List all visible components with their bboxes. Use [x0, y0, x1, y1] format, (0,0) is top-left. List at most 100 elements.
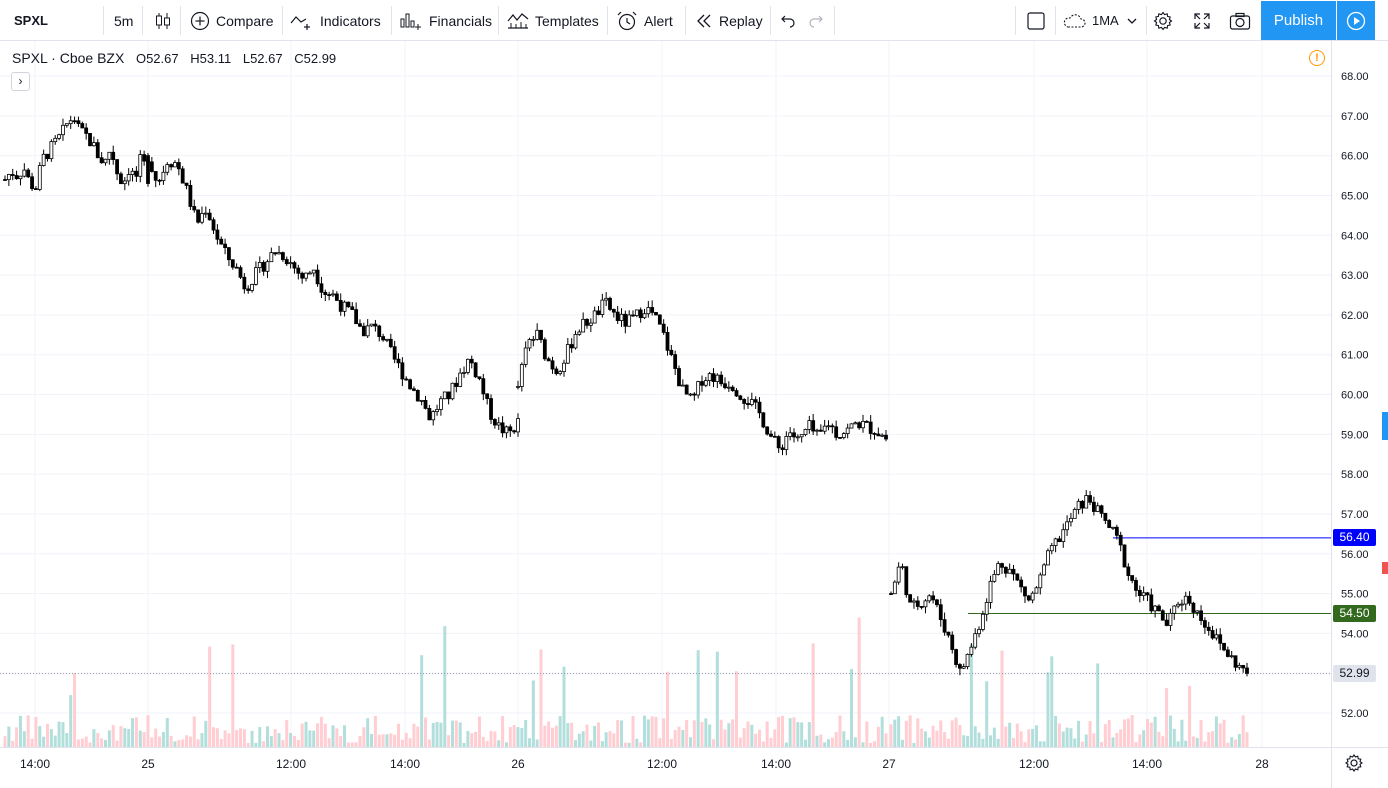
candle-body	[734, 390, 739, 397]
candle-body	[1080, 500, 1085, 509]
volume-bar	[458, 722, 462, 747]
volume-bar	[727, 723, 731, 747]
compare-button[interactable]: Compare	[190, 0, 274, 41]
interval-button[interactable]: 5m	[114, 0, 133, 41]
publish-label: Publish	[1273, 12, 1324, 29]
volume-bar	[1134, 742, 1138, 747]
candle-body	[280, 252, 285, 260]
candle-body	[516, 386, 520, 388]
play-button[interactable]	[1337, 1, 1375, 40]
volume-bar	[420, 655, 424, 747]
layout-save-button[interactable]: 1MA	[1062, 0, 1137, 41]
snapshot-button[interactable]	[1229, 0, 1251, 41]
candle-body	[1122, 544, 1127, 568]
axis-settings-gear-icon[interactable]	[1344, 753, 1364, 773]
legend-high-label: H	[190, 51, 200, 66]
undo-button[interactable]	[780, 0, 796, 41]
candle-body	[1130, 575, 1135, 581]
replay-button[interactable]: Replay	[695, 0, 763, 41]
candle-body	[254, 267, 258, 285]
candle-body	[1069, 517, 1073, 523]
volume-bar	[219, 739, 223, 747]
redo-button[interactable]	[808, 0, 824, 41]
candle-body	[818, 429, 823, 432]
candle-body	[684, 384, 689, 395]
volume-bar	[643, 715, 646, 747]
candle-body	[91, 142, 96, 147]
warning-icon[interactable]: !	[1309, 50, 1325, 66]
volume-bar	[1138, 734, 1142, 747]
alert-button[interactable]: Alert	[616, 0, 673, 41]
price-chart[interactable]: 68.00 67.00 66.00 65.00 64.00 63.00 62.00 61.00…	[0, 41, 1388, 788]
volume-bar	[212, 727, 216, 747]
candle-body	[458, 372, 463, 387]
volume-bar	[1180, 719, 1184, 747]
candle-body	[803, 428, 808, 436]
volume-bar	[1157, 731, 1161, 747]
candle-body	[57, 134, 62, 139]
volume-bar	[677, 726, 681, 747]
x-tick-label: 12:00	[647, 757, 677, 771]
templates-button[interactable]: Templates	[507, 0, 599, 41]
expand-icon	[1194, 12, 1210, 29]
candle-body	[22, 169, 27, 177]
volume-bar	[508, 727, 512, 747]
candle-body	[161, 171, 166, 181]
candle-body	[319, 283, 324, 293]
candle-body	[742, 399, 747, 404]
volume-bar	[1073, 738, 1077, 747]
candle-body	[1118, 534, 1123, 546]
volume-bar	[593, 725, 597, 747]
volume-bar	[788, 718, 792, 747]
candle-body	[373, 323, 378, 327]
volume-bar	[1130, 715, 1134, 747]
candle-body	[142, 154, 147, 162]
volume-bar	[115, 740, 119, 747]
volume-bar	[1019, 731, 1023, 747]
volume-bar	[92, 729, 96, 747]
fullscreen-layout-button[interactable]	[1026, 0, 1046, 41]
volume-bar	[300, 723, 304, 747]
volume-bar	[784, 742, 788, 747]
candle-body	[554, 368, 559, 375]
volume-bar	[323, 723, 327, 747]
candle-body	[977, 629, 981, 635]
candle-body	[980, 613, 985, 630]
fullscreen-button[interactable]	[1192, 0, 1212, 41]
volume-bar	[807, 722, 811, 747]
volume-bar	[366, 718, 370, 747]
volume-bar	[604, 732, 608, 747]
financials-button[interactable]: Financials	[399, 0, 492, 41]
candle-body	[677, 368, 681, 387]
publish-button[interactable]: Publish	[1261, 1, 1336, 40]
candle-body	[738, 395, 743, 400]
right-edge-marker-red[interactable]	[1382, 562, 1388, 574]
financials-label: Financials	[429, 12, 493, 29]
candle-body	[346, 301, 351, 308]
volume-bar	[239, 728, 242, 747]
indicators-button[interactable]: Indicators	[290, 0, 381, 41]
interval-label: 5m	[114, 12, 134, 29]
settings-button[interactable]	[1152, 0, 1174, 41]
candle-body	[1007, 568, 1012, 574]
y-tick-label: 61.00	[1341, 350, 1369, 362]
volume-bar	[485, 741, 489, 747]
candle-body	[772, 435, 777, 438]
volume-bar	[912, 742, 916, 747]
chart-type-button[interactable]	[154, 0, 172, 41]
volume-bar	[462, 742, 466, 747]
volume-bar	[1203, 741, 1207, 747]
candle-body	[1107, 520, 1112, 528]
candle-body	[1046, 550, 1050, 566]
volume-bar	[477, 716, 481, 747]
volume-bar	[681, 729, 685, 747]
volume-bar	[107, 730, 111, 747]
right-edge-marker-blue[interactable]	[1382, 412, 1388, 440]
candle-body	[1168, 612, 1173, 626]
legend-expand-button[interactable]: ›	[11, 72, 30, 91]
y-tick-label: 67.00	[1341, 111, 1369, 123]
symbol-search[interactable]: SPXL	[14, 0, 48, 41]
candle-body	[88, 132, 92, 147]
y-tick-label: 52.00	[1341, 708, 1369, 720]
candle-body	[300, 272, 305, 279]
